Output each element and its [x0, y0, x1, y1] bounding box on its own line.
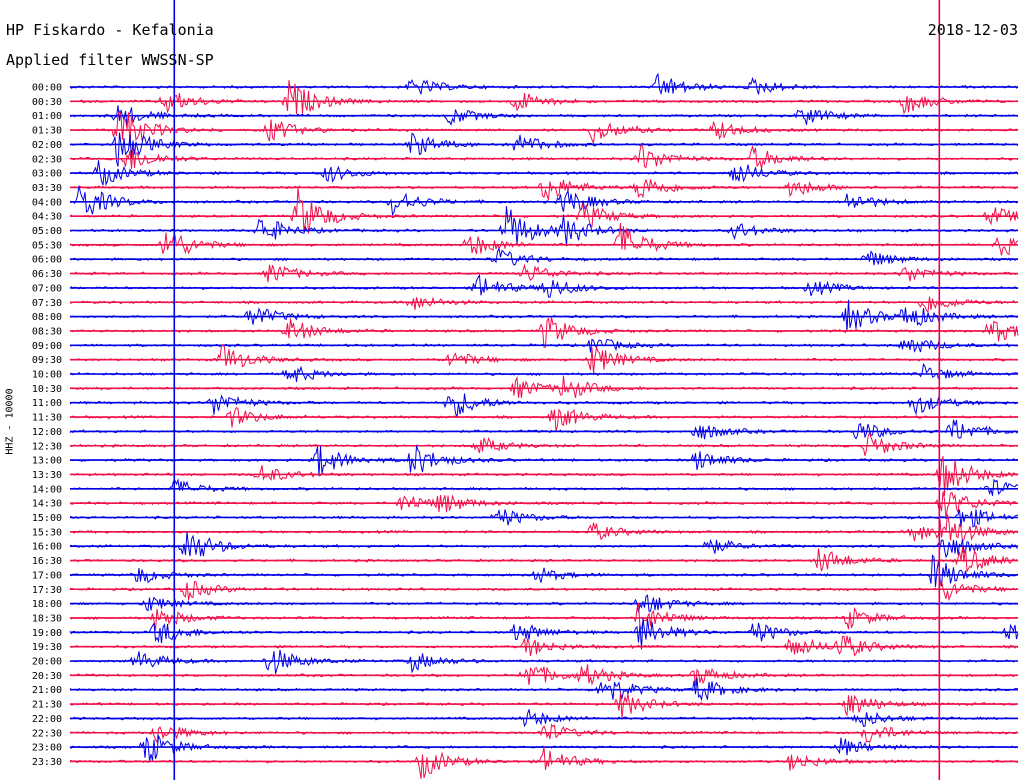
trace-rows	[69, 72, 1019, 779]
trace-row	[69, 430, 1019, 456]
trace-row	[69, 206, 1019, 246]
time-label: 09:00	[32, 341, 62, 352]
trace-row	[69, 363, 1019, 383]
trace-row	[69, 456, 1019, 496]
markers	[173, 0, 941, 780]
trace-row	[69, 80, 1019, 115]
trace-row	[69, 746, 1018, 779]
time-label: 00:30	[32, 97, 62, 108]
time-label: 08:00	[32, 312, 62, 323]
time-label: 22:00	[32, 714, 62, 725]
trace-row	[69, 299, 1019, 332]
time-label: 13:00	[32, 456, 62, 467]
time-label: 18:00	[32, 599, 62, 610]
time-label: 06:30	[32, 269, 62, 280]
station-title: HP Fiskardo - Kefalonia	[6, 21, 214, 39]
time-label: 14:30	[32, 499, 62, 510]
time-labels: 00:00 00:30 01:00 01:30 02:00 02:30 03:00 03:30…	[32, 83, 62, 768]
time-label: 03:30	[32, 183, 62, 194]
time-label: 15:00	[32, 513, 62, 524]
trace-row	[69, 580, 1019, 602]
time-label: 19:00	[32, 628, 62, 639]
time-label: 02:30	[32, 154, 62, 165]
trace-row	[69, 273, 1019, 298]
trace-row	[69, 692, 1019, 718]
trace-row	[69, 187, 1019, 234]
time-label: 10:00	[32, 370, 62, 381]
time-label: 12:30	[32, 441, 62, 452]
time-label: 19:30	[32, 642, 62, 653]
trace-row	[70, 296, 1019, 314]
time-label: 17:30	[32, 585, 62, 596]
trace-row	[69, 132, 1019, 167]
time-label: 05:30	[32, 240, 62, 251]
time-label: 21:00	[32, 685, 62, 696]
time-label: 01:30	[32, 126, 62, 137]
time-label: 20:00	[32, 657, 62, 668]
time-label: 17:00	[32, 570, 62, 581]
trace-row	[69, 635, 1019, 657]
time-label: 04:30	[32, 212, 62, 223]
trace-row	[69, 246, 1019, 266]
filter-label: Applied filter WWSSN-SP	[6, 51, 214, 69]
time-label: 02:00	[32, 140, 62, 151]
time-label: 00:00	[32, 83, 62, 94]
time-label: 07:30	[32, 298, 62, 309]
time-label: 14:00	[32, 484, 62, 495]
time-label: 07:00	[32, 283, 62, 294]
trace-row	[69, 375, 1019, 399]
time-label: 16:30	[32, 556, 62, 567]
trace-row	[69, 393, 1019, 419]
trace-row	[69, 445, 1019, 477]
time-label: 01:00	[32, 111, 62, 122]
trace-row	[69, 142, 1019, 169]
time-label: 23:30	[32, 757, 62, 768]
time-label: 12:00	[32, 427, 62, 438]
time-label: 15:30	[32, 527, 62, 538]
trace-row	[69, 178, 1019, 200]
date-label: 2018-12-03	[927, 21, 1018, 39]
trace-row	[69, 531, 1019, 559]
time-label: 08:30	[32, 326, 62, 337]
time-label: 13:30	[32, 470, 62, 481]
time-label: 22:30	[32, 728, 62, 739]
time-label: 04:00	[32, 197, 62, 208]
trace-row	[69, 478, 1019, 496]
time-label: 03:00	[32, 169, 62, 180]
time-label: 16:00	[32, 542, 62, 553]
time-label: 23:00	[32, 743, 62, 754]
trace-row	[69, 419, 1019, 440]
trace-row	[69, 491, 1019, 520]
time-label: 06:00	[32, 255, 62, 266]
time-label: 20:30	[32, 671, 62, 682]
time-label: 21:30	[32, 700, 62, 711]
trace-row	[69, 185, 1019, 216]
trace-row	[69, 72, 1019, 96]
time-label: 11:00	[32, 398, 62, 409]
trace-row	[69, 602, 1019, 631]
time-label: 05:00	[32, 226, 62, 237]
time-label: 11:30	[32, 413, 62, 424]
time-label: 18:30	[32, 613, 62, 624]
time-label: 09:30	[32, 355, 62, 366]
trace-row	[69, 677, 1019, 702]
trace-row	[69, 223, 1019, 256]
trace-row	[69, 316, 1019, 348]
trace-row	[69, 514, 1019, 543]
time-label: 10:30	[32, 384, 62, 395]
channel-label: HHZ - 10000	[4, 388, 16, 455]
